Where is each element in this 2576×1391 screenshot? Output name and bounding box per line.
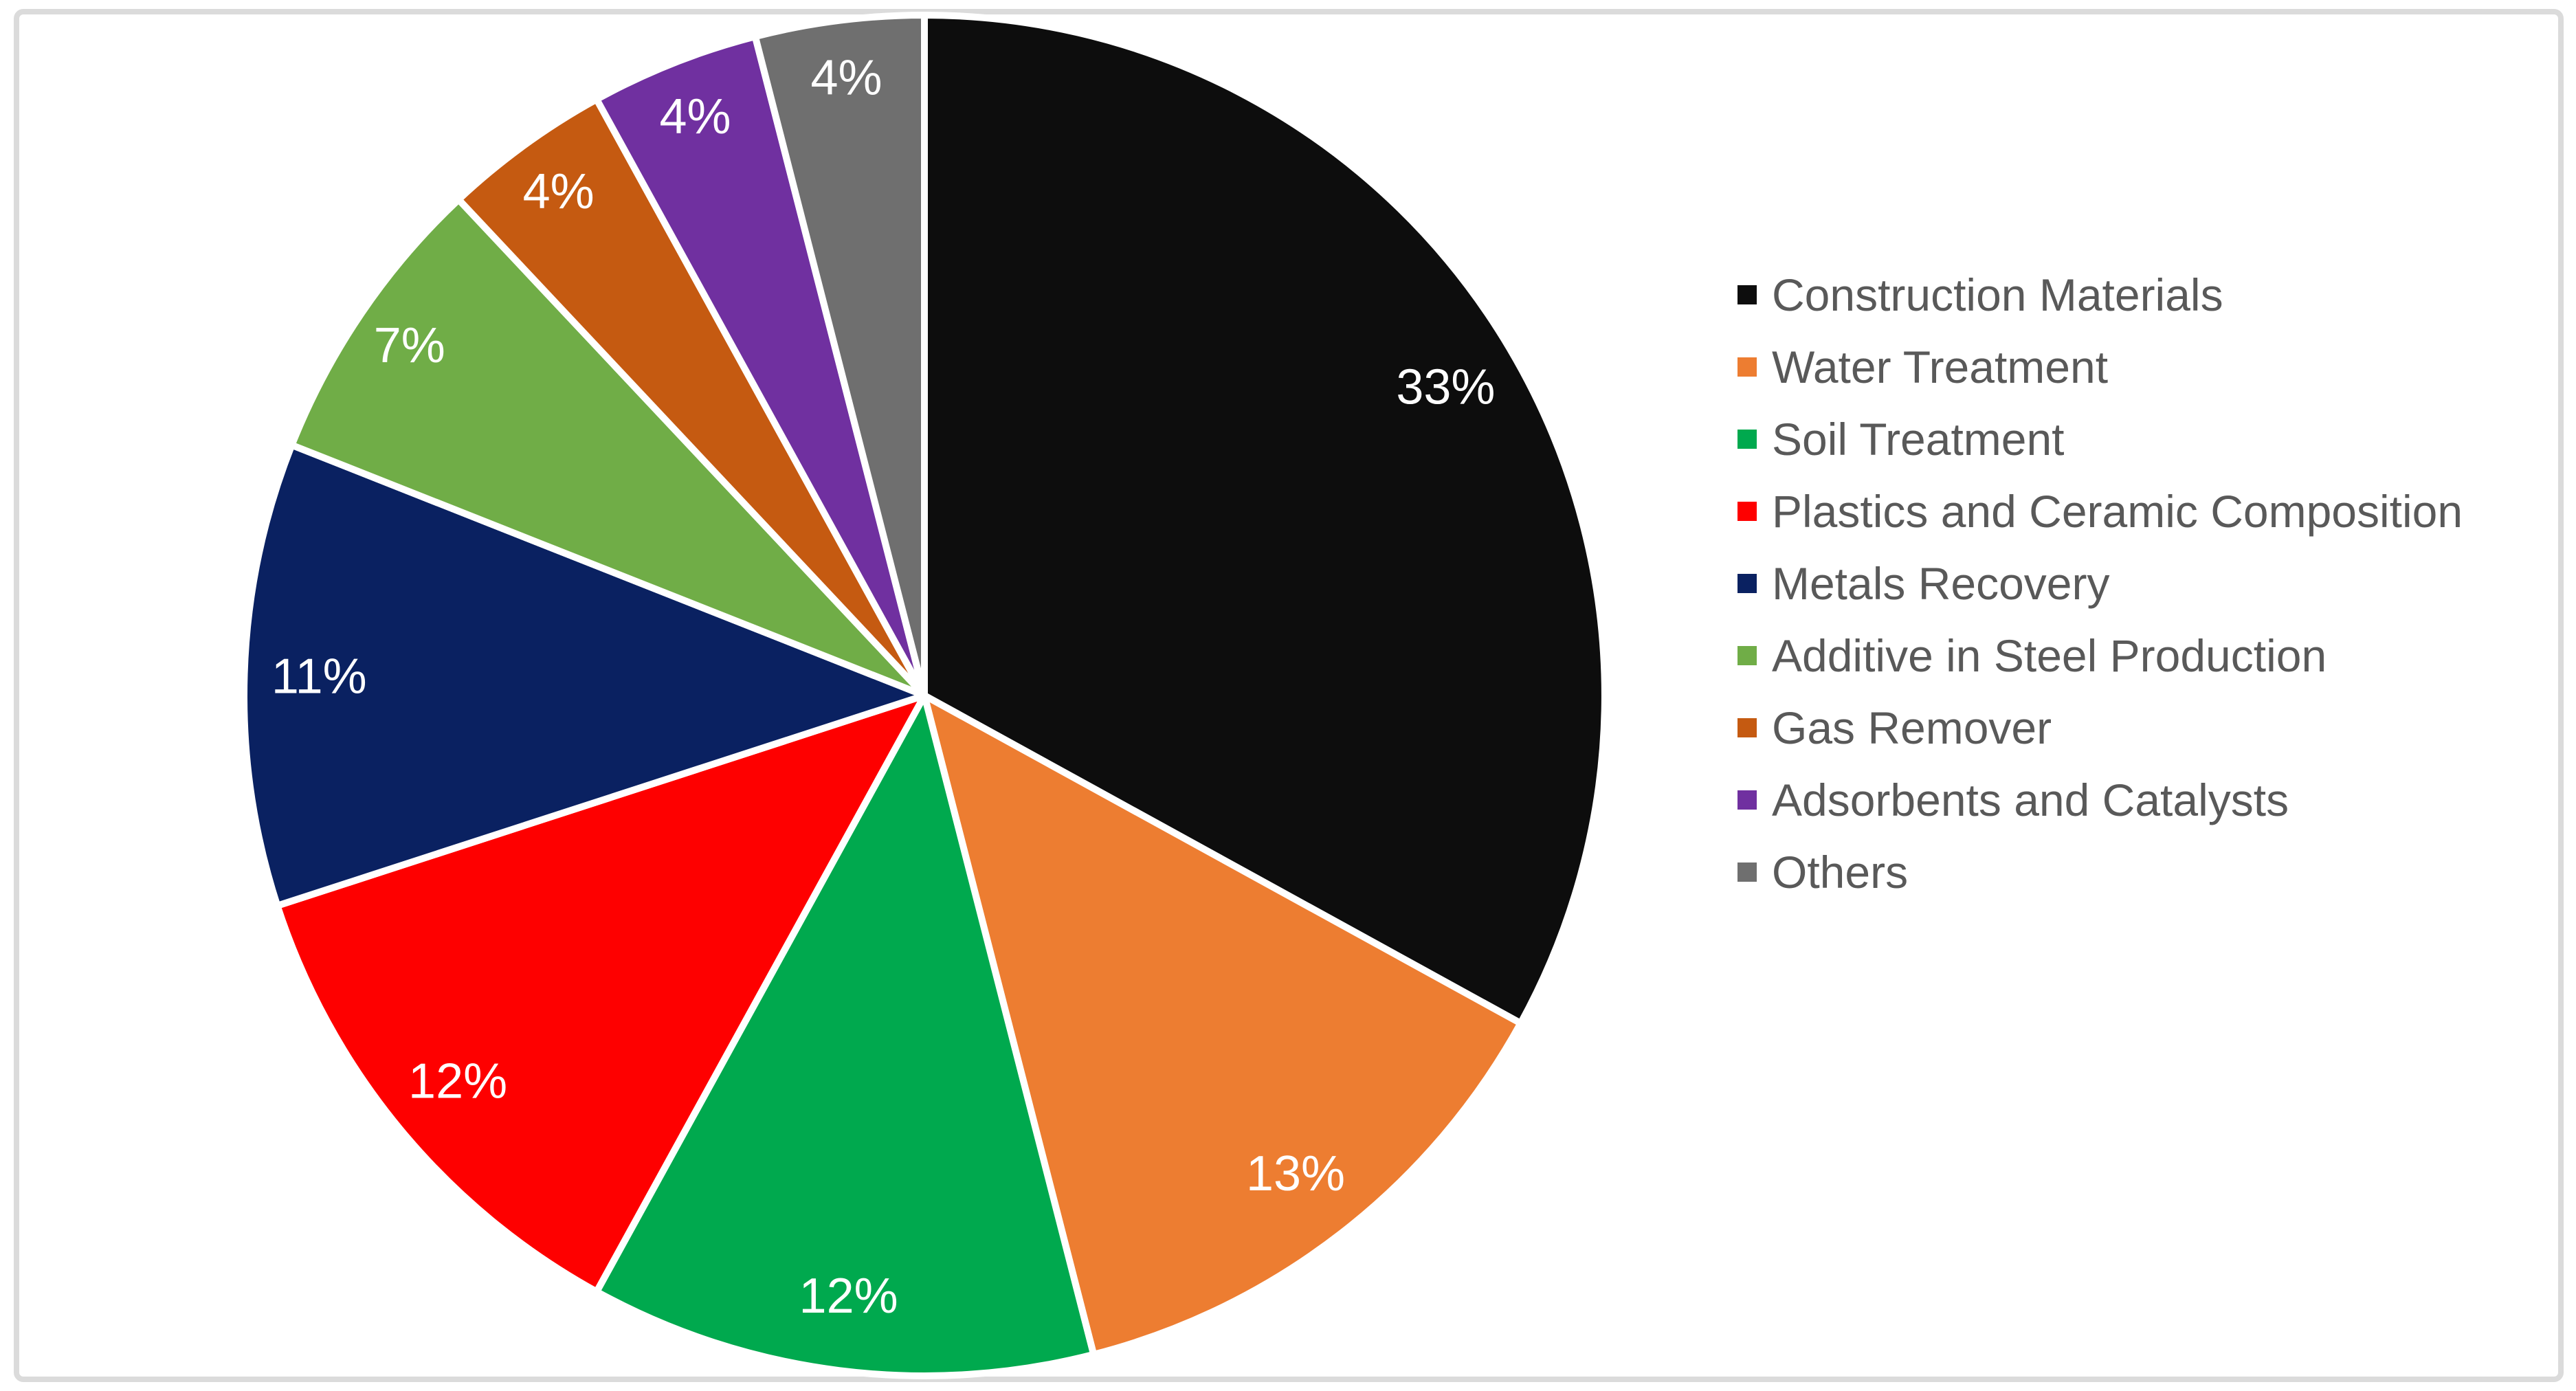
- legend-swatch-icon: [1737, 573, 1757, 593]
- legend-item-additive-in-steel-production: Additive in Steel Production: [1737, 619, 2463, 691]
- legend-label: Soil Treatment: [1772, 413, 2065, 465]
- legend-swatch-icon: [1737, 501, 1757, 521]
- legend-item-gas-remover: Gas Remover: [1737, 691, 2463, 764]
- legend-item-adsorbents-and-catalysts: Adsorbents and Catalysts: [1737, 764, 2463, 836]
- legend-label: Adsorbents and Catalysts: [1772, 774, 2289, 825]
- legend-item-construction-materials: Construction Materials: [1737, 258, 2463, 331]
- pie-slice-gas-remover: [455, 96, 928, 699]
- legend-swatch-icon: [1737, 357, 1757, 377]
- pie-slice-additive-in-steel-production: [288, 196, 928, 699]
- chart-legend: Construction Materials Water Treatment Soi…: [1737, 258, 2463, 908]
- slice-label-gas-remover: 4%: [523, 164, 595, 219]
- legend-item-water-treatment: Water Treatment: [1737, 331, 2463, 403]
- legend-swatch-icon: [1737, 645, 1757, 665]
- legend-item-others: Others: [1737, 836, 2463, 908]
- legend-label: Metals Recovery: [1772, 557, 2110, 609]
- legend-item-soil-treatment: Soil Treatment: [1737, 403, 2463, 475]
- legend-label: Additive in Steel Production: [1772, 630, 2327, 681]
- legend-swatch-icon: [1737, 429, 1757, 449]
- legend-label: Construction Materials: [1772, 269, 2223, 320]
- slice-label-construction-materials: 33%: [1396, 360, 1495, 415]
- legend-swatch-icon: [1737, 790, 1757, 810]
- legend-label: Water Treatment: [1772, 341, 2109, 392]
- slice-label-others: 4%: [810, 50, 882, 105]
- slice-label-adsorbents-and-catalysts: 4%: [659, 89, 731, 144]
- slice-label-additive-in-steel-production: 7%: [374, 318, 445, 373]
- legend-swatch-icon: [1737, 717, 1757, 737]
- legend-label: Gas Remover: [1772, 702, 2052, 753]
- pie-slice-adsorbents-and-catalysts: [593, 33, 928, 699]
- legend-swatch-icon: [1737, 285, 1757, 304]
- slice-label-metals-recovery: 11%: [271, 649, 367, 704]
- pie-slice-water-treatment: [921, 692, 1524, 1358]
- pie-slice-metals-recovery: [241, 441, 928, 909]
- pie-slice-construction-materials: [921, 12, 1608, 1027]
- pie-slice-soil-treatment: [593, 692, 1098, 1379]
- legend-item-plastics-and-ceramic-composition: Plastics and Ceramic Composition: [1737, 475, 2463, 547]
- legend-label: Plastics and Ceramic Composition: [1772, 485, 2463, 537]
- legend-item-metals-recovery: Metals Recovery: [1737, 547, 2463, 619]
- slice-label-water-treatment: 13%: [1246, 1146, 1345, 1201]
- pie-slice-plastics-and-ceramic-composition: [274, 692, 928, 1295]
- slice-label-soil-treatment: 12%: [799, 1269, 898, 1324]
- slice-label-plastics-and-ceramic-composition: 12%: [408, 1054, 507, 1109]
- legend-swatch-icon: [1737, 862, 1757, 882]
- legend-label: Others: [1772, 846, 1909, 898]
- pie-slice-others: [751, 12, 928, 699]
